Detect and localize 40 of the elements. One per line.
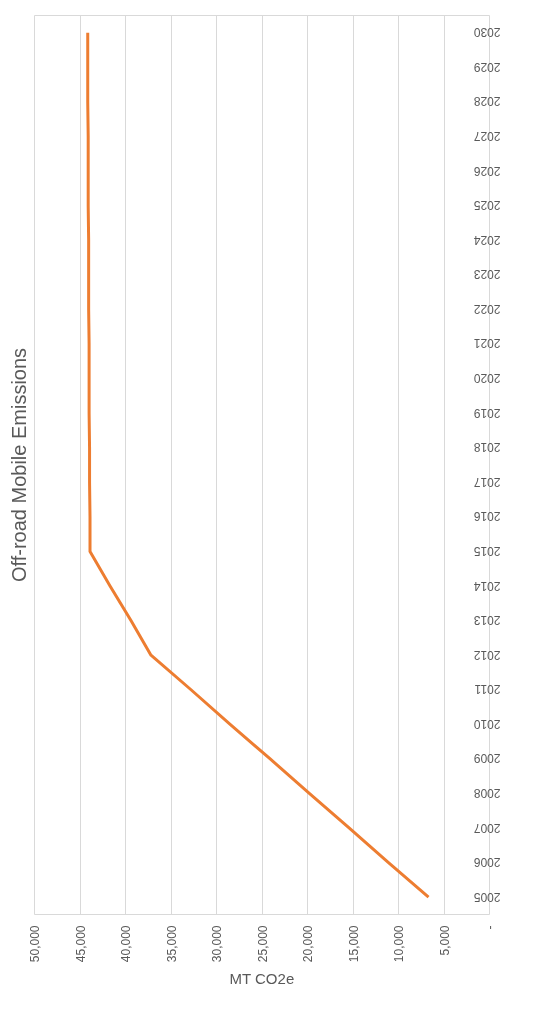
y-tick-label: 2018 — [473, 440, 501, 455]
x-tick-label: 30,000 — [210, 925, 224, 963]
y-tick-label: 2023 — [473, 267, 501, 282]
y-tick-label: 2030 — [473, 25, 501, 40]
y-tick-label: 2005 — [473, 889, 501, 904]
x-tick-label: 50,000 — [28, 925, 42, 963]
x-tick-label: 15,000 — [346, 925, 361, 963]
y-tick-label: 2012 — [473, 647, 501, 662]
y-tick-label: 2015 — [473, 543, 501, 558]
text: Off-road Mobile Emissions — [7, 347, 30, 583]
y-tick-label: 2021 — [473, 336, 501, 351]
y-tick-label: 2020 — [473, 371, 501, 386]
x-tick-label: 10,000 — [392, 925, 406, 963]
y-tick-label: 2029 — [473, 59, 501, 74]
y-tick-label: 2027 — [473, 129, 501, 144]
y-tick-label: 2011 — [474, 682, 501, 697]
y-tick-label: 2016 — [473, 509, 501, 524]
y-tick-label: 2010 — [473, 716, 501, 731]
y-tick-label: 2026 — [473, 163, 501, 178]
x-tick-label: 5,000 — [437, 925, 452, 956]
x-tick-label: 40,000 — [119, 925, 133, 963]
y-tick-label: 2022 — [473, 301, 501, 316]
y-tick-label: 2007 — [473, 820, 501, 835]
y-tick-label: 2006 — [473, 855, 501, 870]
line-series — [86, 31, 431, 899]
y-tick-label: 2017 — [473, 474, 501, 489]
y-tick-label: 2009 — [473, 751, 501, 766]
y-tick-label: 2028 — [473, 94, 501, 109]
x-tick-label: 20,000 — [301, 925, 315, 963]
y-tick-label: 2025 — [473, 198, 501, 213]
y-tick-label: 2013 — [473, 613, 501, 628]
y-tick-label: 2024 — [473, 232, 501, 247]
y-tick-label: 2014 — [473, 578, 501, 593]
x-tick-label: 25,000 — [255, 925, 270, 963]
y-tick-label: 2008 — [473, 785, 501, 800]
x-tick-label: - — [483, 925, 497, 930]
x-axis-title: MT CO2e — [229, 970, 295, 988]
x-tick-label: 35,000 — [164, 925, 179, 963]
y-tick-label: 2019 — [473, 405, 501, 420]
x-tick-label: 45,000 — [73, 925, 88, 963]
